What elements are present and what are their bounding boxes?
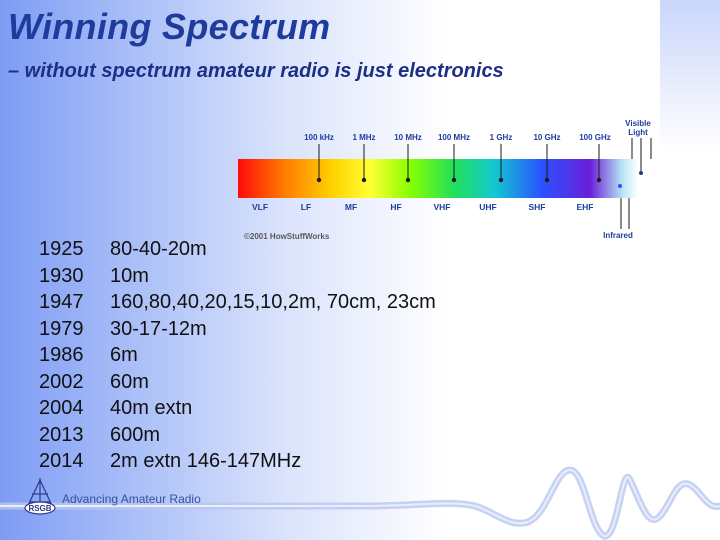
footer-text: Advancing Amateur Radio [62, 492, 201, 506]
visible-light-dot [639, 171, 643, 175]
allocation-bands: 40m extn [110, 397, 193, 419]
allocation-year: 1947 [39, 291, 84, 313]
marker-dot [405, 177, 411, 183]
allocation-bands: 6m [110, 344, 138, 366]
allocation-year: 2002 [39, 370, 84, 393]
allocation-year: 1979 [39, 317, 84, 340]
visible-label-line2: Light [628, 128, 648, 137]
band-label-vlf: VLF [252, 202, 268, 212]
marker-dot [544, 177, 550, 183]
freq-label-10ghz: 10 GHz [533, 133, 560, 142]
marker-dot [361, 177, 367, 183]
copyright-credit: ©2001 HowStuffWorks [244, 232, 330, 241]
slide-title: Winning Spectrum [8, 6, 331, 47]
band-label-shf: SHF [529, 202, 546, 212]
rsgb-logo: RSGB [24, 478, 56, 515]
allocation-bands: 160,80,40,20,15,10,2m, 70cm, 23cm [110, 291, 436, 313]
allocation-bands: 60m [110, 370, 149, 393]
allocation-year: 1930 [39, 264, 84, 287]
allocation-year: 2014 [39, 450, 84, 472]
spectrum-bar [238, 159, 638, 198]
band-label-ehf: EHF [577, 202, 594, 212]
freq-label-100khz: 100 kHz [304, 133, 334, 142]
marker-dot [316, 177, 322, 183]
allocation-bands: 80-40-20m [110, 238, 207, 260]
allocation-year: 2004 [39, 397, 84, 419]
band-label-vhf: VHF [434, 202, 451, 212]
freq-label-10mhz: 10 MHz [394, 133, 422, 142]
marker-dot [451, 177, 457, 183]
band-label-uhf: UHF [479, 202, 496, 212]
allocation-bands: 10m [110, 264, 149, 287]
visible-label-line1: Visible [625, 119, 651, 128]
waveform-decoration [0, 466, 720, 540]
corner-decoration [660, 0, 720, 150]
infrared-dot [618, 184, 622, 188]
allocation-bands: 2m extn 146-147MHz [110, 450, 302, 472]
allocation-bands: 600m [110, 423, 161, 446]
allocation-bands: 30-17-12m [110, 317, 207, 340]
band-label-lf: LF [301, 202, 311, 212]
freq-label-1ghz: 1 GHz [490, 133, 513, 142]
allocation-year: 2013 [39, 423, 84, 446]
marker-dot [596, 177, 602, 183]
allocation-year: 1925 [39, 238, 84, 260]
freq-label-100ghz: 100 GHz [579, 133, 611, 142]
band-label-hf: HF [390, 202, 401, 212]
freq-label-100mhz: 100 MHz [438, 133, 470, 142]
logo-text: RSGB [28, 504, 51, 513]
band-label-mf: MF [345, 202, 357, 212]
allocation-year: 1986 [39, 344, 84, 366]
spectrum-diagram: 100 kHz 1 MHz 10 MHz 100 MHz 1 GHz 10 GH… [238, 119, 652, 241]
slide-subtitle: – without spectrum amateur radio is just… [8, 60, 504, 82]
infrared-label: Infrared [603, 231, 633, 240]
marker-dot [498, 177, 504, 183]
freq-label-1mhz: 1 MHz [352, 133, 375, 142]
